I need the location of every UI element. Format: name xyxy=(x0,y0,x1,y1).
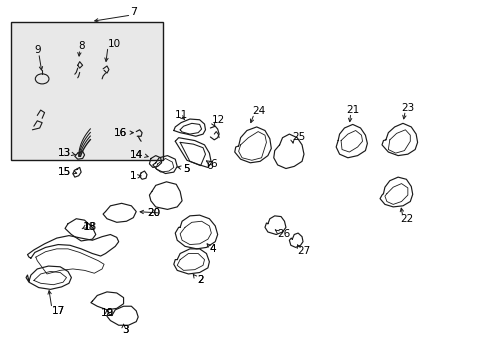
Text: 8: 8 xyxy=(78,41,84,51)
Text: 2: 2 xyxy=(197,275,203,285)
Text: 19: 19 xyxy=(100,309,113,318)
Text: 4: 4 xyxy=(209,244,216,254)
Text: 1: 1 xyxy=(129,171,136,181)
Text: 15: 15 xyxy=(58,167,71,177)
Text: 1: 1 xyxy=(129,171,136,181)
Text: 19: 19 xyxy=(100,309,113,318)
Text: 21: 21 xyxy=(346,105,359,115)
Text: 6: 6 xyxy=(210,159,217,169)
Text: 25: 25 xyxy=(292,132,305,142)
Text: 12: 12 xyxy=(211,115,224,125)
Text: 3: 3 xyxy=(122,325,128,335)
Text: 13: 13 xyxy=(58,148,71,158)
Text: 6: 6 xyxy=(206,161,213,171)
Text: 17: 17 xyxy=(52,306,65,316)
Text: 7: 7 xyxy=(129,7,137,17)
Text: 11: 11 xyxy=(174,110,187,120)
Text: 24: 24 xyxy=(252,106,265,116)
Text: 16: 16 xyxy=(114,128,127,138)
Text: 20: 20 xyxy=(147,208,160,218)
Text: 18: 18 xyxy=(82,222,96,231)
Text: 23: 23 xyxy=(401,103,414,113)
Text: 5: 5 xyxy=(183,163,190,174)
Bar xyxy=(11,22,162,160)
Text: 10: 10 xyxy=(108,39,121,49)
Text: 18: 18 xyxy=(83,222,97,231)
Text: 20: 20 xyxy=(147,208,160,218)
Text: 17: 17 xyxy=(52,306,65,316)
Text: 4: 4 xyxy=(209,244,216,254)
Text: 16: 16 xyxy=(114,128,127,138)
Text: 22: 22 xyxy=(399,215,412,224)
Text: 13: 13 xyxy=(58,148,71,158)
Text: 14: 14 xyxy=(129,150,143,160)
Text: 27: 27 xyxy=(297,246,310,256)
Text: 15: 15 xyxy=(58,167,71,177)
Text: 3: 3 xyxy=(122,325,128,335)
Text: 2: 2 xyxy=(197,275,203,285)
Text: 9: 9 xyxy=(34,45,41,55)
Text: 26: 26 xyxy=(276,229,289,239)
Text: 5: 5 xyxy=(183,164,190,174)
Text: 14: 14 xyxy=(129,150,143,160)
